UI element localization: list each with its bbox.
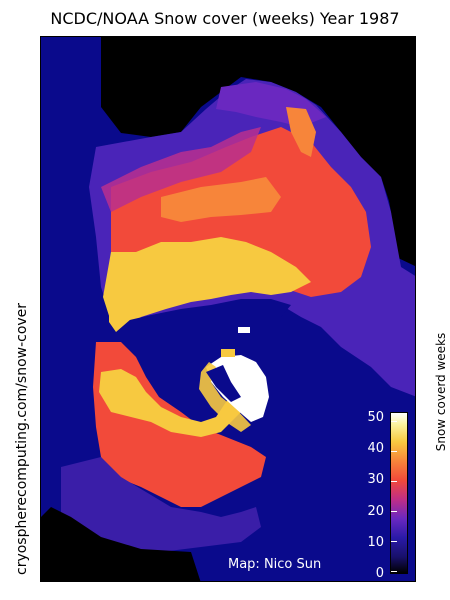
map-credit: Map: Nico Sun [228,557,322,572]
colorbar-tick [391,541,397,542]
colorbar-tick [391,421,397,422]
colorbar-tick [391,511,397,512]
eurasia-magenta-edge [101,127,261,212]
snow-cover-map [40,36,416,582]
colorbar [390,412,408,574]
colorbar-tick [391,481,397,482]
colorbar-tick [391,571,397,572]
colorbar-tick-label: 0 [375,566,384,581]
south-dark-land [41,507,201,581]
colorbar-tick-label: 20 [367,504,384,519]
map-title: NCDC/NOAA Snow cover (weeks) Year 1987 [50,9,400,28]
north-america-high-cover [99,369,256,437]
east-dark-land [381,100,415,267]
arctic-island [238,327,250,333]
greenland-rim [199,362,251,432]
central-asia-gap [111,299,291,372]
colorbar-tick-label: 50 [367,410,384,425]
north-america-low-cover [61,457,261,552]
north-dark-land [101,37,415,207]
source-url-label: cryospherecomputing.com/snow-cover [14,302,30,575]
colorbar-label: Snow coverd weeks [434,332,448,452]
east-siberia-orange [286,107,316,157]
greenland-inlet [206,365,241,402]
colorbar-tick [391,451,397,452]
gap-yellow-edge [109,292,191,332]
colorbar-tick-label: 30 [367,472,384,487]
arctic-island [221,349,235,357]
eurasia-orange-patches [161,177,281,222]
colorbar-tick-label: 10 [367,535,384,550]
snow-cover-map-svg [41,37,415,581]
colorbar-tick-label: 40 [367,441,384,456]
